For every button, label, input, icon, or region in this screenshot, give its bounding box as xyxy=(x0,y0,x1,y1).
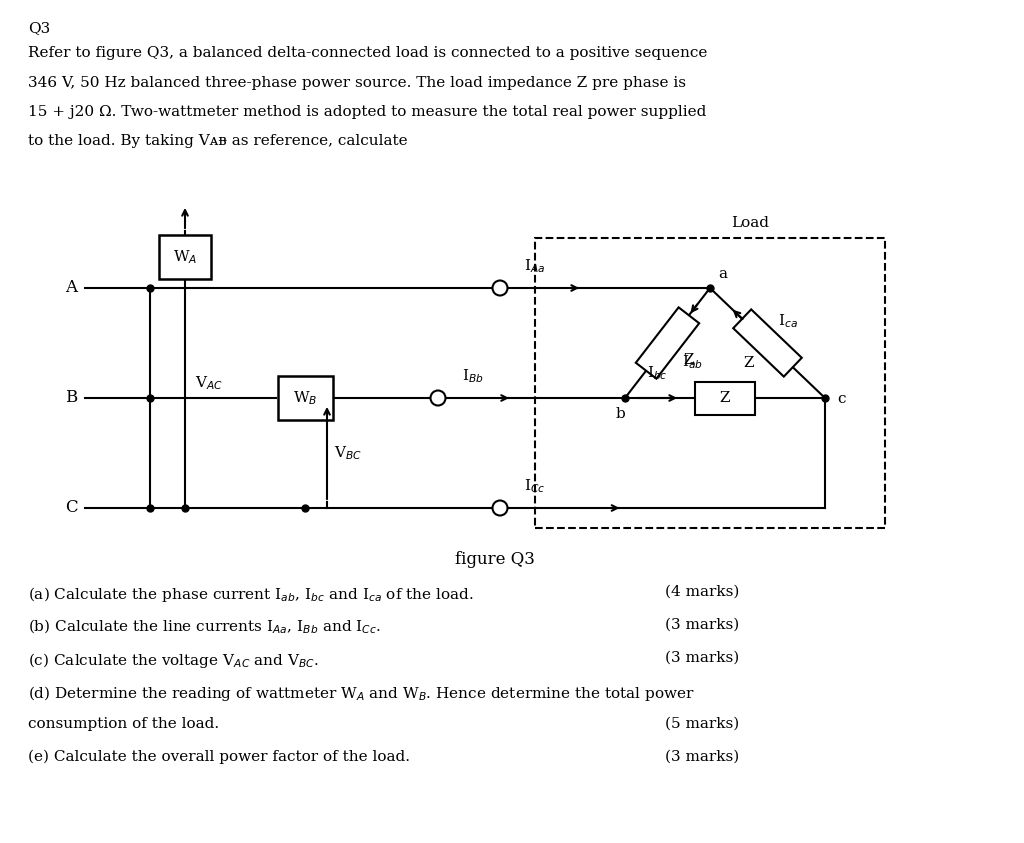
Text: c: c xyxy=(837,392,846,406)
Text: (3 marks): (3 marks) xyxy=(665,618,739,632)
Text: I$_{Aa}$: I$_{Aa}$ xyxy=(524,257,546,275)
Text: (c) Calculate the voltage V$_{AC}$ and V$_{BC}$.: (c) Calculate the voltage V$_{AC}$ and V… xyxy=(28,651,319,670)
Bar xyxy=(695,382,755,415)
Polygon shape xyxy=(636,308,699,379)
Text: (d) Determine the reading of wattmeter W$_A$ and W$_B$. Hence determine the tota: (d) Determine the reading of wattmeter W… xyxy=(28,684,695,703)
Text: W$_A$: W$_A$ xyxy=(173,248,198,266)
Text: I$_{bc}$: I$_{bc}$ xyxy=(647,364,668,382)
Text: Z: Z xyxy=(743,356,754,369)
Text: C: C xyxy=(65,500,78,517)
Text: 15 + j20 Ω. Two-wattmeter method is adopted to measure the total real power supp: 15 + j20 Ω. Two-wattmeter method is adop… xyxy=(28,105,707,119)
Text: B: B xyxy=(65,389,77,406)
Circle shape xyxy=(493,281,508,296)
Bar xyxy=(159,235,211,279)
Text: I$_{ca}$: I$_{ca}$ xyxy=(778,313,798,330)
Text: (3 marks): (3 marks) xyxy=(665,651,739,665)
Text: I$_{ab}$: I$_{ab}$ xyxy=(682,354,703,372)
Text: (5 marks): (5 marks) xyxy=(665,717,739,731)
Text: consumption of the load.: consumption of the load. xyxy=(28,717,219,731)
Circle shape xyxy=(493,501,508,516)
Text: (3 marks): (3 marks) xyxy=(665,750,739,764)
Text: 346 V, 50 Hz balanced three-phase power source. The load impedance Z pre phase i: 346 V, 50 Hz balanced three-phase power … xyxy=(28,76,686,89)
Text: V$_{AC}$: V$_{AC}$ xyxy=(195,374,223,392)
Text: Load: Load xyxy=(731,216,769,230)
Text: a: a xyxy=(718,267,727,281)
Text: Refer to figure Q3, a balanced delta-connected load is connected to a positive s: Refer to figure Q3, a balanced delta-con… xyxy=(28,46,708,60)
Text: (b) Calculate the line currents I$_{Aa}$, I$_{Bb}$ and I$_{Cc}$.: (b) Calculate the line currents I$_{Aa}$… xyxy=(28,618,381,636)
Text: (4 marks): (4 marks) xyxy=(665,585,739,599)
Circle shape xyxy=(430,390,445,405)
Text: b: b xyxy=(615,407,625,421)
Text: I$_{Bb}$: I$_{Bb}$ xyxy=(462,368,484,385)
Polygon shape xyxy=(733,309,802,377)
Text: figure Q3: figure Q3 xyxy=(455,551,535,568)
Text: V$_{BC}$: V$_{BC}$ xyxy=(334,444,362,462)
Text: to the load. By taking Vᴀᴃ as reference, calculate: to the load. By taking Vᴀᴃ as reference,… xyxy=(28,135,408,148)
Text: (a) Calculate the phase current I$_{ab}$, I$_{bc}$ and I$_{ca}$ of the load.: (a) Calculate the phase current I$_{ab}$… xyxy=(28,585,474,604)
Text: Q3: Q3 xyxy=(28,21,50,35)
Bar xyxy=(535,238,885,528)
Bar xyxy=(278,376,333,420)
Text: (e) Calculate the overall power factor of the load.: (e) Calculate the overall power factor o… xyxy=(28,750,410,765)
Text: I$_{Cc}$: I$_{Cc}$ xyxy=(524,477,546,495)
Text: A: A xyxy=(65,280,77,297)
Text: Z: Z xyxy=(720,391,730,405)
Text: Z: Z xyxy=(684,352,694,367)
Text: W$_B$: W$_B$ xyxy=(293,389,317,407)
